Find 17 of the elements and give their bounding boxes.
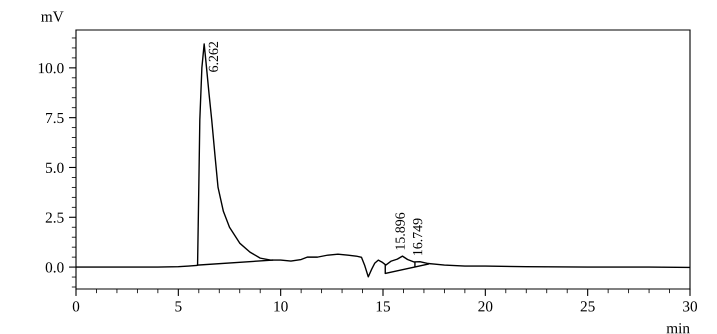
y-axis-title: mV <box>41 12 64 22</box>
x-tick-label: 0 <box>72 301 80 312</box>
annotation: 15.896 <box>395 212 405 250</box>
x-tick-label: 20 <box>478 301 492 312</box>
annotation: 6.262 <box>208 42 218 72</box>
x-tick-label: 10 <box>274 301 288 312</box>
y-tick-label: 7.5 <box>46 112 64 124</box>
x-tick-label: 5 <box>175 301 182 312</box>
annotation: 16.749 <box>412 218 422 255</box>
x-axis-title: min <box>666 323 690 334</box>
y-tick-label: 5.0 <box>46 162 64 173</box>
x-tick-label: 30 <box>683 301 698 312</box>
y-tick-label: 0.0 <box>46 262 64 273</box>
x-tick-label: 25 <box>580 301 595 312</box>
y-tick-label: 10.0 <box>38 62 64 74</box>
y-tick-label: 2.5 <box>46 212 64 223</box>
x-tick-label: 15 <box>376 301 390 312</box>
